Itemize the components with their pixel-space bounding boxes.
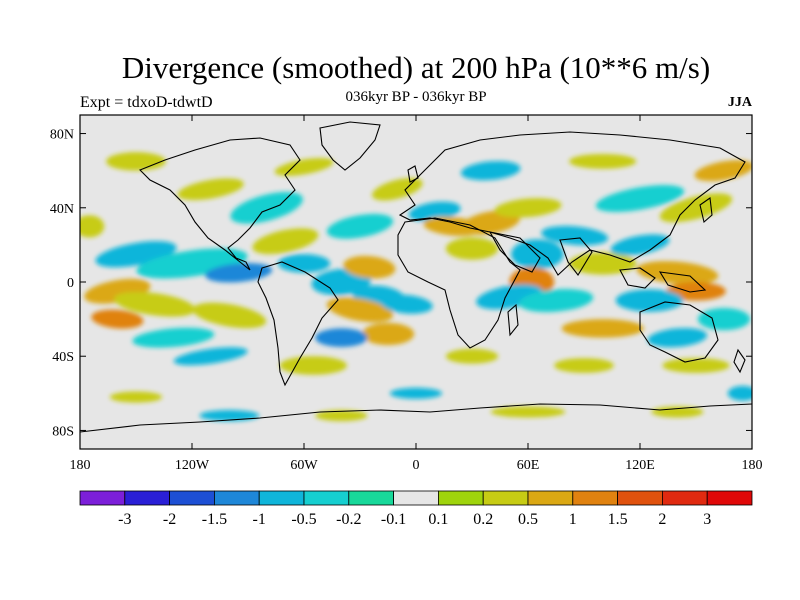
- colorbar-swatch: [124, 490, 171, 506]
- colorbar-label: 1: [569, 511, 577, 528]
- field-region: [494, 198, 562, 218]
- field-region: [615, 289, 683, 312]
- colorbar-label: -1.5: [202, 511, 227, 528]
- colorbar-swatch: [572, 490, 618, 506]
- field-region: [697, 307, 751, 331]
- field-region: [445, 348, 499, 364]
- field-region: [277, 254, 331, 273]
- divergence-field: [80, 152, 752, 422]
- field-region: [408, 201, 461, 222]
- x-tick-label: 120E: [625, 458, 655, 473]
- field-region: [636, 261, 719, 285]
- x-tick-label: 0: [413, 458, 420, 473]
- field-region: [91, 309, 144, 329]
- colorbar-label: -0.1: [381, 511, 406, 528]
- colorbar-label: 0.2: [473, 511, 493, 528]
- x-tick-label: 120W: [175, 458, 210, 473]
- field-region: [554, 358, 614, 373]
- field-region: [192, 302, 267, 329]
- field-region: [659, 193, 733, 223]
- field-region: [371, 177, 423, 201]
- colorbar-swatch: [617, 490, 663, 506]
- field-region: [205, 263, 273, 283]
- y-tick-label: 80N: [50, 128, 74, 143]
- field-region: [694, 160, 752, 182]
- field-region: [569, 153, 637, 169]
- colorbar-swatch: [79, 490, 126, 506]
- x-tick-label: 60W: [290, 458, 318, 473]
- x-tick-label: 180: [742, 458, 763, 473]
- chart-subtitle: 036kyr BP - 036kyr BP: [345, 89, 487, 105]
- field-region: [361, 322, 415, 346]
- field-region: [647, 328, 708, 348]
- colorbar-label: -2: [163, 511, 176, 528]
- coastlines: [80, 121, 752, 433]
- y-tick-label: 80S: [52, 424, 74, 439]
- field-region: [595, 185, 685, 212]
- experiment-label: Expt = tdxoD-tdwtD: [80, 94, 213, 111]
- field-region: [315, 328, 368, 347]
- field-region: [569, 252, 637, 275]
- field-region: [561, 319, 644, 338]
- colorbar-label: 1.5: [608, 511, 628, 528]
- colorbar-label: -3: [118, 511, 131, 528]
- colorbar-label: -0.2: [336, 511, 361, 528]
- colorbar-swatch: [482, 490, 529, 506]
- field-region: [389, 387, 443, 399]
- colorbar-swatch: [706, 490, 753, 506]
- colorbar-label: 3: [703, 511, 711, 528]
- colorbar-swatch: [258, 490, 305, 506]
- x-tick-label: 60E: [517, 458, 540, 473]
- field-region: [279, 356, 347, 375]
- field-region: [199, 410, 260, 422]
- field-region: [315, 410, 368, 422]
- field-region: [380, 294, 433, 314]
- field-region: [518, 288, 594, 313]
- field-region: [109, 391, 163, 403]
- colorbar-label: 0.1: [428, 511, 448, 528]
- y-tick-label: 40S: [52, 350, 74, 365]
- colorbar-label: -1: [253, 511, 266, 528]
- colorbar-swatch: [662, 490, 708, 506]
- field-region: [662, 358, 730, 373]
- colorbar-swatch: [169, 490, 215, 506]
- field-region: [460, 161, 521, 181]
- chart-title: Divergence (smoothed) at 200 hPa (10**6 …: [121, 50, 711, 85]
- field-region: [343, 255, 396, 279]
- field-region: [113, 291, 196, 317]
- x-tick-label: 180: [70, 458, 91, 473]
- colorbar-label: 0.5: [518, 511, 538, 528]
- colorbar-swatch: [303, 490, 350, 506]
- colorbar-swatch: [348, 490, 394, 506]
- field-region: [132, 327, 215, 348]
- colorbar-swatch: [527, 490, 574, 506]
- field-region: [490, 406, 566, 418]
- field-region: [651, 406, 704, 418]
- colorbar-label: -0.5: [291, 511, 316, 528]
- field-region: [106, 152, 166, 171]
- field-region: [610, 234, 670, 256]
- field-region: [173, 347, 248, 366]
- field-region: [511, 239, 564, 270]
- season-label: JJA: [727, 95, 752, 110]
- y-tick-label: 0: [67, 276, 74, 291]
- field-region: [177, 178, 244, 201]
- colorbar-swatch: [213, 490, 260, 506]
- field-region: [727, 385, 752, 401]
- y-axis: 80N 40N 0 40S 80S: [50, 128, 752, 439]
- colorbar-swatch: [437, 490, 484, 506]
- colorbar-label: 2: [658, 511, 666, 528]
- y-tick-label: 40N: [50, 202, 74, 217]
- colorbar-swatch: [393, 490, 439, 506]
- field-region: [326, 297, 394, 323]
- field-region: [80, 215, 105, 238]
- x-axis: 180 120W 60W 0 60E 120E 180: [70, 115, 763, 473]
- field-region: [95, 241, 177, 268]
- field-region: [445, 237, 499, 260]
- field-region: [541, 225, 609, 246]
- colorbar: -3 -2 -1.5 -1 -0.5 -0.2 -0.1 0.1 0.2 0.5 1 1.5 2 3: [79, 490, 753, 528]
- field-region: [252, 228, 319, 255]
- field-region: [326, 213, 394, 239]
